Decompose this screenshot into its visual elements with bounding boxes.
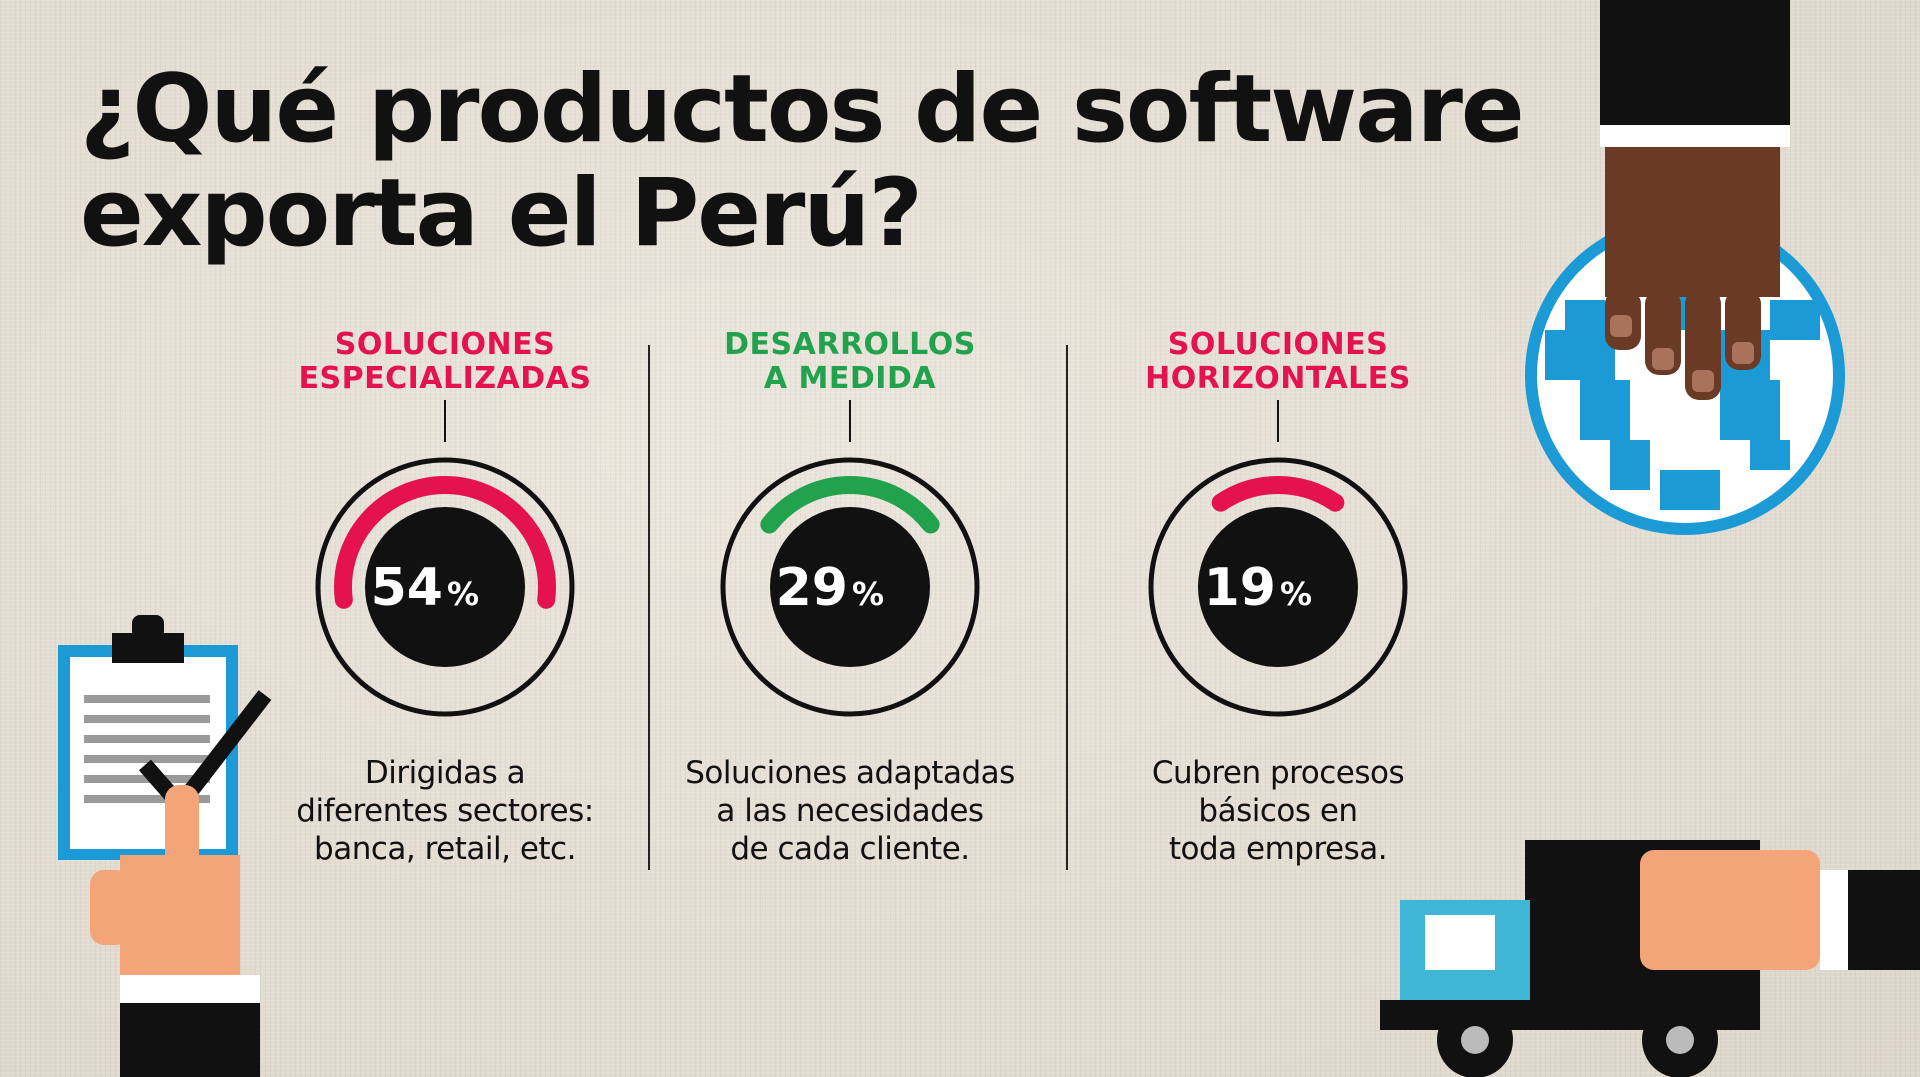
percentage-gauge: 19 % [1148, 457, 1408, 717]
gauge-center [1198, 507, 1358, 667]
gauge-arc [334, 476, 556, 609]
title-line-1: ¿Qué productos de software [80, 55, 1525, 164]
category-description: Dirigidas a diferentes sectores: banca, … [296, 755, 594, 867]
category-custom-development: DESARROLLOS A MEDIDA 29 % Soluciones ada… [640, 328, 1060, 868]
delivery-truck-icon [1380, 840, 1920, 1077]
gauge-stem [1277, 400, 1279, 442]
gauge-center [770, 507, 930, 667]
gauge-track [315, 457, 575, 717]
category-specialized: SOLUCIONES ESPECIALIZADAS 54 % Dirigidas… [235, 328, 655, 868]
percentage-gauge: 54 % [315, 457, 575, 717]
category-description: Soluciones adaptadas a las necesidades d… [685, 755, 1015, 867]
title-line-2: exporta el Perú? [80, 159, 923, 268]
percentage-value: 19 [1204, 558, 1276, 618]
category-title: DESARROLLOS A MEDIDA [724, 327, 976, 396]
gauge-track [1148, 457, 1408, 717]
gauge-stem [444, 400, 446, 442]
percentage-gauge: 29 % [720, 457, 980, 717]
category-title: SOLUCIONES HORIZONTALES [1145, 327, 1411, 396]
category-description: Cubren procesos básicos en toda empresa. [1151, 755, 1405, 867]
column-divider [1066, 345, 1068, 870]
gauge-track [720, 457, 980, 717]
column-divider [648, 345, 650, 870]
page-title: ¿Qué productos de software exporta el Pe… [80, 55, 1525, 268]
percentage-unit: % [1280, 575, 1312, 613]
gauge-arc [1211, 476, 1345, 512]
percentage-unit: % [447, 575, 479, 613]
category-horizontal: SOLUCIONES HORIZONTALES 19 % Cubren proc… [1068, 328, 1488, 868]
percentage-value: 29 [776, 558, 848, 618]
gauge-arc [760, 476, 940, 534]
category-title: SOLUCIONES ESPECIALIZADAS [298, 327, 592, 396]
percentage-value: 54 [371, 558, 443, 618]
gauge-center [365, 507, 525, 667]
globe-with-hand-icon [1525, 0, 1845, 535]
clipboard-checklist-icon [58, 615, 272, 1077]
gauge-stem [849, 400, 851, 442]
percentage-unit: % [852, 575, 884, 613]
